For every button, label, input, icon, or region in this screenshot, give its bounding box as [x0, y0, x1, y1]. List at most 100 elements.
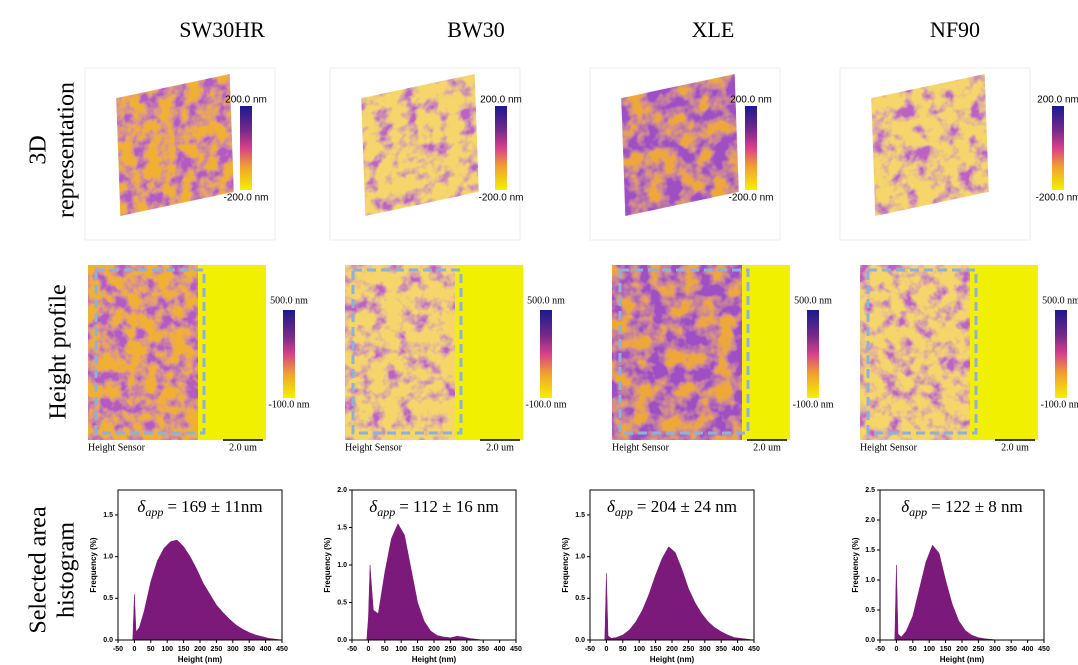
x-tick-label: 100 [633, 646, 645, 653]
row-label: histogram [54, 522, 80, 618]
annotation-symbol: δ [137, 497, 146, 516]
x-tick-label: 0 [894, 646, 898, 653]
colorbar-min: -200.0 nm [223, 193, 268, 204]
surface [621, 74, 739, 216]
colorbar-max: 500.0 nm [794, 295, 832, 306]
selection-box [618, 268, 750, 435]
x-tick-label: 50 [909, 646, 917, 653]
x-tick-label: 0 [366, 646, 370, 653]
x-axis-label: Height (nm) [940, 655, 985, 664]
annotation-subscript: app [615, 505, 633, 519]
x-tick-label: 450 [1038, 646, 1050, 653]
annotation-subscript: app [377, 505, 395, 519]
x-tick-label: 0 [604, 646, 608, 653]
annotation: δapp = 169 ± 11nm [137, 497, 262, 519]
scale-bar-label: 2.0 um [753, 442, 781, 453]
y-tick-label: 1.5 [575, 512, 585, 519]
colorbar-min: -200.0 nm [478, 193, 523, 204]
x-tick-label: 200 [194, 646, 206, 653]
row-label: Selected area [26, 506, 52, 634]
y-tick-label: 1.0 [103, 554, 113, 561]
colorbar-max: 200.0 nm [225, 95, 267, 106]
y-axis-label: Frequency (%) [323, 537, 332, 592]
x-tick-label: 50 [381, 646, 389, 653]
y-axis-label: Frequency (%) [851, 537, 860, 592]
y-tick-label: 0.5 [865, 607, 875, 614]
x-tick-label: 450 [510, 646, 522, 653]
height-map-texture [88, 265, 198, 440]
y-tick-label: 2.5 [865, 487, 875, 494]
x-tick-label: 400 [1022, 646, 1034, 653]
y-tick-label: 0.0 [865, 637, 875, 644]
annotation-text: = 204 ± 24 nm [637, 497, 737, 516]
annotation: δapp = 122 ± 8 nm [901, 497, 1023, 519]
annotation-symbol: δ [369, 497, 378, 516]
column-title: NF90 [930, 17, 980, 42]
colorbar-max: 200.0 nm [730, 95, 772, 106]
annotation-symbol: δ [901, 497, 910, 516]
colorbar-max: 200.0 nm [480, 95, 522, 106]
y-tick-label: 1.5 [865, 547, 875, 554]
x-tick-label: 300 [227, 646, 239, 653]
colorbar-min: -200.0 nm [1035, 193, 1078, 204]
histogram-area [889, 544, 1044, 641]
channel-label: Height Sensor [88, 442, 146, 453]
surface-3d [871, 74, 989, 216]
height-map-texture [612, 265, 742, 440]
colorbar-max: 200.0 nm [1037, 95, 1078, 106]
x-tick-label: 350 [243, 646, 255, 653]
y-axis-label: Frequency (%) [561, 537, 570, 592]
histogram-area [361, 523, 516, 641]
x-tick-label: 450 [276, 646, 288, 653]
x-axis-label: Height (nm) [412, 655, 457, 664]
x-tick-label: 400 [732, 646, 744, 653]
x-tick-label: 300 [989, 646, 1001, 653]
selection-box [94, 268, 206, 435]
colorbar [745, 106, 757, 190]
scale-bar-label: 2.0 um [229, 442, 257, 453]
colorbar [1055, 310, 1067, 398]
x-tick-label: 150 [178, 646, 190, 653]
x-tick-label: 200 [666, 646, 678, 653]
histogram-area [127, 539, 283, 641]
column-title: BW30 [447, 17, 504, 42]
colorbar-min: -100.0 nm [1040, 399, 1078, 410]
colorbar-min: -100.0 nm [525, 399, 566, 410]
x-tick-label: 50 [147, 646, 155, 653]
x-tick-label: 350 [477, 646, 489, 653]
channel-label: Height Sensor [612, 442, 670, 453]
histogram-area [599, 546, 755, 641]
surface [361, 74, 479, 216]
x-tick-label: -50 [875, 646, 885, 653]
colorbar [1052, 106, 1064, 190]
y-tick-label: 2.0 [337, 487, 347, 494]
surface-3d [116, 74, 234, 216]
colorbar [495, 106, 507, 190]
x-tick-label: 300 [699, 646, 711, 653]
colorbar-min: -100.0 nm [792, 399, 833, 410]
x-tick-label: 250 [683, 646, 695, 653]
surface-3d [361, 74, 479, 216]
x-tick-label: 450 [748, 646, 760, 653]
y-tick-label: 1.0 [337, 562, 347, 569]
x-tick-label: -50 [347, 646, 357, 653]
y-tick-label: 2.0 [865, 517, 875, 524]
x-tick-label: -50 [585, 646, 595, 653]
x-tick-label: 250 [211, 646, 223, 653]
surface [116, 74, 234, 216]
height-map-texture [860, 265, 970, 440]
annotation-text: = 122 ± 8 nm [931, 497, 1023, 516]
y-tick-label: 1.0 [575, 554, 585, 561]
x-tick-label: 100 [395, 646, 407, 653]
panel-frame [839, 67, 1031, 241]
panel-frame [329, 67, 521, 241]
x-axis-label: Height (nm) [178, 655, 223, 664]
y-axis-label: Frequency (%) [89, 537, 98, 592]
annotation: δapp = 204 ± 24 nm [607, 497, 737, 519]
colorbar [807, 310, 819, 398]
selection-box [866, 268, 978, 435]
x-tick-label: 100 [923, 646, 935, 653]
channel-label: Height Sensor [345, 442, 403, 453]
row-label: 3D [26, 135, 52, 164]
